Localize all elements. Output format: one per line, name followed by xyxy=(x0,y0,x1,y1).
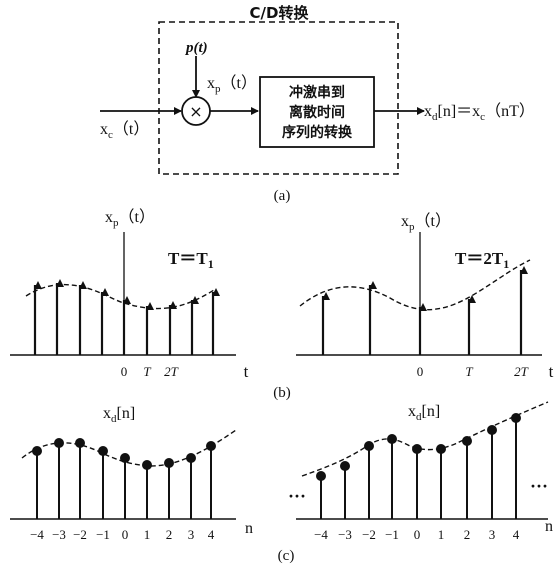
xp-signal-label: xp（t） xyxy=(207,74,257,95)
sample-dot xyxy=(511,413,521,423)
xd-axis-label-left: xd[n] xyxy=(103,405,135,425)
index-tick: 0 xyxy=(122,527,129,542)
index-tick: 4 xyxy=(513,527,520,542)
tick-label: 2T xyxy=(514,364,529,379)
sample-dot xyxy=(98,446,108,456)
xp-axis-label-left: xp（t） xyxy=(105,208,155,229)
index-tick: 3 xyxy=(188,527,195,542)
time-axis-label-right: t xyxy=(549,362,554,381)
impulse-train-left: xp（t） T＝T1 0 T 2T t xyxy=(10,208,249,381)
sample-dot xyxy=(142,460,152,470)
caption-a: (a) xyxy=(274,188,291,204)
sample-dot xyxy=(32,446,42,456)
caption-b: (b) xyxy=(273,385,291,401)
index-tick: 3 xyxy=(489,527,496,542)
sample-dot xyxy=(436,444,446,454)
period-label-right: T＝2T1 xyxy=(455,249,509,271)
sample-dot xyxy=(186,453,196,463)
caption-c: (c) xyxy=(278,548,295,564)
index-tick: −3 xyxy=(52,527,66,542)
output-signal-label: xd[n]＝xc（nT） xyxy=(424,102,535,123)
envelope-left xyxy=(25,283,215,310)
index-tick: 2 xyxy=(166,527,173,542)
samples-left xyxy=(32,438,216,519)
time-axis-label-left: t xyxy=(244,362,249,381)
impulses-left xyxy=(33,279,220,355)
xd-axis-label-right: xd[n] xyxy=(408,403,440,423)
index-tick: 0 xyxy=(414,527,421,542)
ellipsis-left: ··· xyxy=(288,486,306,506)
index-tick: 1 xyxy=(438,527,445,542)
sample-dot xyxy=(206,441,216,451)
index-tick: −2 xyxy=(362,527,376,542)
index-tick: −3 xyxy=(338,527,352,542)
sample-dot xyxy=(120,453,130,463)
sample-dot xyxy=(387,434,397,444)
converter-line-2: 离散时间 xyxy=(289,104,345,121)
input-signal-label: xc（t） xyxy=(100,120,149,141)
pulse-train-label: p(t) xyxy=(184,40,208,56)
sample-dot xyxy=(75,438,85,448)
ellipsis-right: ··· xyxy=(530,476,548,496)
sample-dot xyxy=(316,471,326,481)
sample-dot xyxy=(364,441,374,451)
sequence-right: ··· ··· xd[n] −4 −3 −2 −1 0 1 2 3 4 n xyxy=(288,401,553,542)
index-tick: 4 xyxy=(208,527,215,542)
sample-dot xyxy=(487,425,497,435)
block-diagram: C/D转换 p(t) xp（t） xc（t） × 冲激串到 离散时间 序列的转换… xyxy=(100,4,535,204)
index-tick: −4 xyxy=(314,527,328,542)
tick-label: 2T xyxy=(164,364,179,379)
index-tick: −2 xyxy=(73,527,87,542)
sequence-left: xd[n] −4 −3 −2 −1 0 1 2 3 4 n xyxy=(10,405,253,542)
converter-line-3: 序列的转换 xyxy=(282,124,353,141)
sample-dot xyxy=(164,458,174,468)
sample-dot xyxy=(54,438,64,448)
tick-label: T xyxy=(143,364,151,379)
index-tick: −1 xyxy=(385,527,399,542)
xp-axis-label-right: xp（t） xyxy=(401,212,451,233)
impulse-train-right: xp（t） T＝2T1 0 T 2T t xyxy=(296,212,554,381)
converter-line-1: 冲激串到 xyxy=(289,84,345,101)
impulses-right xyxy=(321,266,528,355)
sample-dot xyxy=(412,444,422,454)
cd-box-title: C/D转换 xyxy=(250,4,310,22)
tick-label: 0 xyxy=(417,364,424,379)
index-tick: 2 xyxy=(464,527,471,542)
index-tick: 1 xyxy=(144,527,151,542)
index-tick: −1 xyxy=(96,527,110,542)
tick-label: T xyxy=(465,364,473,379)
index-axis-label-right: n xyxy=(545,518,553,535)
index-axis-label-left: n xyxy=(245,520,253,537)
multiplier-symbol: × xyxy=(189,102,202,121)
period-label-left: T＝T1 xyxy=(168,249,214,271)
sample-dot xyxy=(340,461,350,471)
index-tick: −4 xyxy=(30,527,44,542)
tick-label: 0 xyxy=(121,364,128,379)
cd-dashed-box xyxy=(158,21,399,175)
converter-box xyxy=(259,76,375,148)
sample-dot xyxy=(462,436,472,446)
samples-right xyxy=(316,413,521,519)
